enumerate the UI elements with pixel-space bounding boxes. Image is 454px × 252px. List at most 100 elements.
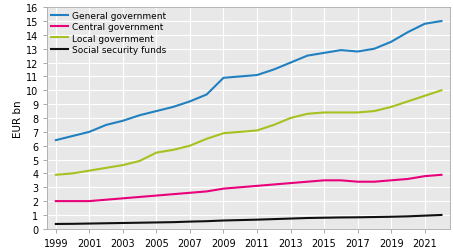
General government: [372, 48, 377, 51]
General government: [439, 20, 444, 23]
Central government: [321, 179, 327, 182]
Central government: [70, 200, 75, 203]
Central government: [338, 179, 344, 182]
General government: [389, 41, 394, 44]
Social security funds: [355, 216, 360, 219]
Local government: [389, 106, 394, 109]
Central government: [372, 180, 377, 183]
Central government: [221, 187, 226, 191]
General government: [170, 106, 176, 109]
Central government: [422, 175, 427, 178]
Social security funds: [338, 216, 344, 219]
Social security funds: [305, 217, 310, 220]
Local government: [120, 164, 126, 167]
Local government: [405, 101, 410, 104]
Central government: [120, 197, 126, 200]
Central government: [271, 183, 276, 186]
Central government: [187, 192, 192, 195]
Local government: [372, 110, 377, 113]
General government: [288, 62, 293, 65]
Local government: [338, 111, 344, 114]
General government: [53, 139, 59, 142]
Local government: [204, 138, 209, 141]
Local government: [154, 151, 159, 154]
Social security funds: [372, 216, 377, 219]
Local government: [53, 174, 59, 177]
Local government: [422, 95, 427, 98]
Social security funds: [439, 214, 444, 217]
Local government: [355, 111, 360, 114]
Local government: [70, 172, 75, 175]
Central government: [87, 200, 92, 203]
Local government: [439, 89, 444, 92]
General government: [204, 93, 209, 97]
Local government: [221, 132, 226, 135]
Social security funds: [321, 216, 327, 219]
Central government: [355, 180, 360, 183]
General government: [187, 101, 192, 104]
Central government: [104, 198, 109, 201]
Legend: General government, Central government, Local government, Social security funds: General government, Central government, …: [49, 10, 168, 57]
General government: [237, 76, 243, 79]
General government: [355, 51, 360, 54]
Social security funds: [389, 215, 394, 218]
Social security funds: [422, 214, 427, 217]
General government: [271, 69, 276, 72]
General government: [422, 23, 427, 26]
Local government: [321, 111, 327, 114]
General government: [221, 77, 226, 80]
Central government: [170, 193, 176, 196]
Line: Central government: Central government: [56, 175, 441, 201]
Local government: [305, 113, 310, 116]
Social security funds: [70, 223, 75, 226]
Central government: [237, 186, 243, 189]
Line: General government: General government: [56, 22, 441, 141]
Social security funds: [170, 221, 176, 224]
Social security funds: [154, 221, 159, 224]
Central government: [439, 174, 444, 177]
Local government: [254, 130, 260, 133]
Central government: [53, 200, 59, 203]
General government: [104, 124, 109, 127]
General government: [70, 135, 75, 138]
Social security funds: [288, 217, 293, 220]
General government: [154, 110, 159, 113]
Social security funds: [204, 220, 209, 223]
Social security funds: [53, 223, 59, 226]
Social security funds: [120, 222, 126, 225]
Social security funds: [237, 219, 243, 222]
Y-axis label: EUR bn: EUR bn: [13, 100, 23, 137]
Social security funds: [221, 219, 226, 222]
Social security funds: [104, 222, 109, 225]
Local government: [237, 131, 243, 134]
Social security funds: [271, 218, 276, 221]
Central government: [389, 179, 394, 182]
Local government: [104, 167, 109, 170]
Social security funds: [254, 218, 260, 221]
General government: [120, 120, 126, 123]
General government: [254, 74, 260, 77]
Local government: [271, 124, 276, 127]
Local government: [87, 169, 92, 172]
Local government: [288, 117, 293, 120]
Social security funds: [405, 215, 410, 218]
Central government: [305, 180, 310, 183]
General government: [305, 55, 310, 58]
Social security funds: [87, 222, 92, 225]
Local government: [137, 160, 143, 163]
Central government: [254, 185, 260, 188]
Social security funds: [137, 221, 143, 224]
General government: [137, 114, 143, 117]
Central government: [204, 190, 209, 193]
General government: [321, 52, 327, 55]
Central government: [154, 194, 159, 197]
Line: Social security funds: Social security funds: [56, 215, 441, 224]
General government: [87, 131, 92, 134]
Central government: [405, 178, 410, 181]
Line: Local government: Local government: [56, 91, 441, 175]
Local government: [187, 145, 192, 148]
Local government: [170, 149, 176, 152]
Social security funds: [187, 220, 192, 223]
Central government: [137, 196, 143, 199]
General government: [405, 32, 410, 35]
